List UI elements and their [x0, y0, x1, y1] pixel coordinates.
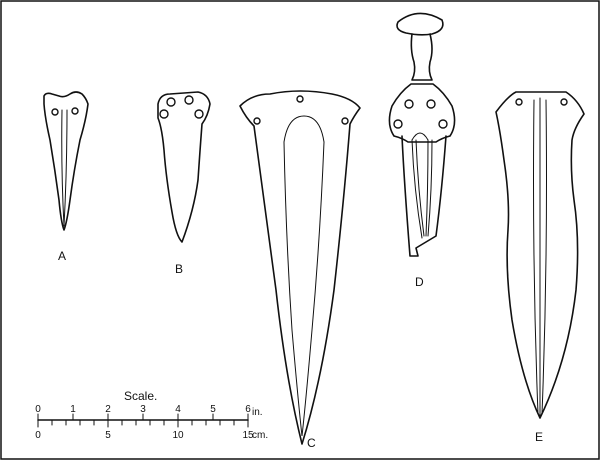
- scale-inch-label: 1: [70, 404, 76, 415]
- dagger-b: [157, 91, 211, 243]
- label-e: E: [535, 430, 543, 444]
- dagger-e: [495, 91, 585, 419]
- label-b: B: [175, 262, 183, 276]
- dagger-c: [239, 90, 361, 445]
- scale-inch-label: 3: [140, 404, 146, 415]
- scale-inch-label: 2: [105, 404, 111, 415]
- scale-cm-label: 15: [242, 430, 254, 441]
- dagger-a: [43, 91, 89, 231]
- label-a: A: [58, 249, 66, 263]
- dagger-d: [388, 12, 456, 257]
- scale-cm-label: 5: [105, 430, 111, 441]
- scale-bar: Scale. 0 1 2 3 4 5 6 0 5 10 15 in. cm.: [35, 389, 268, 441]
- scale-inch-label: 4: [175, 404, 181, 415]
- scale-inch-label: 0: [35, 404, 41, 415]
- scale-cm-label: 0: [35, 430, 41, 441]
- scale-cm-unit: cm.: [252, 430, 268, 441]
- scale-labels: 0 1 2 3 4 5 6 0 5 10 15: [35, 404, 254, 441]
- scale-inch-label: 6: [245, 404, 251, 415]
- label-d: D: [415, 275, 424, 289]
- scale-ticks: [37, 413, 249, 428]
- scale-inch-label: 5: [210, 404, 216, 415]
- label-c: C: [307, 436, 316, 450]
- scale-title: Scale.: [124, 389, 157, 403]
- scale-inch-unit: in.: [252, 407, 263, 418]
- scale-cm-label: 10: [172, 430, 184, 441]
